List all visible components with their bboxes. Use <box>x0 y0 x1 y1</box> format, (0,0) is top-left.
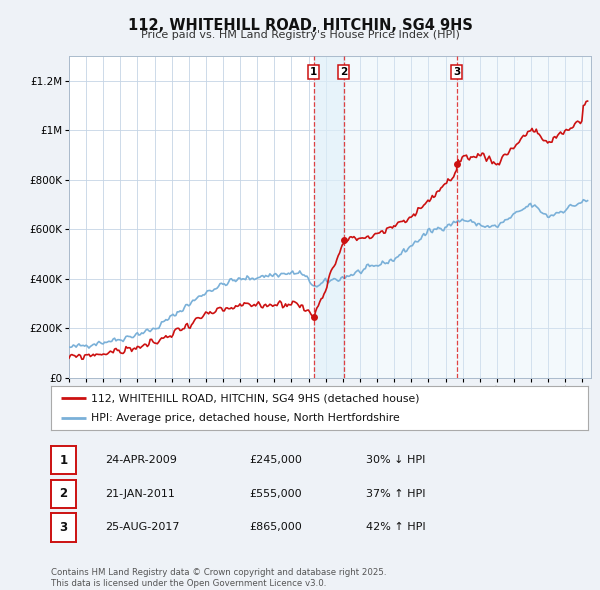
Text: 112, WHITEHILL ROAD, HITCHIN, SG4 9HS (detached house): 112, WHITEHILL ROAD, HITCHIN, SG4 9HS (d… <box>91 393 420 403</box>
Text: Price paid vs. HM Land Registry's House Price Index (HPI): Price paid vs. HM Land Registry's House … <box>140 30 460 40</box>
Text: 112, WHITEHILL ROAD, HITCHIN, SG4 9HS: 112, WHITEHILL ROAD, HITCHIN, SG4 9HS <box>128 18 472 32</box>
Text: Contains HM Land Registry data © Crown copyright and database right 2025.
This d: Contains HM Land Registry data © Crown c… <box>51 568 386 588</box>
Text: 37% ↑ HPI: 37% ↑ HPI <box>366 489 425 499</box>
Text: 1: 1 <box>59 454 68 467</box>
Bar <box>314 56 344 378</box>
Text: 1: 1 <box>310 67 317 77</box>
Bar <box>344 56 591 378</box>
Text: 3: 3 <box>59 521 68 534</box>
Text: 42% ↑ HPI: 42% ↑ HPI <box>366 523 425 532</box>
Text: 21-JAN-2011: 21-JAN-2011 <box>105 489 175 499</box>
Text: 2: 2 <box>59 487 68 500</box>
Text: £245,000: £245,000 <box>249 455 302 465</box>
Text: 25-AUG-2017: 25-AUG-2017 <box>105 523 179 532</box>
Text: HPI: Average price, detached house, North Hertfordshire: HPI: Average price, detached house, Nort… <box>91 413 400 423</box>
Text: 30% ↓ HPI: 30% ↓ HPI <box>366 455 425 465</box>
Text: £555,000: £555,000 <box>249 489 302 499</box>
Text: 24-APR-2009: 24-APR-2009 <box>105 455 177 465</box>
Text: £865,000: £865,000 <box>249 523 302 532</box>
Text: 2: 2 <box>340 67 347 77</box>
Text: 3: 3 <box>453 67 460 77</box>
